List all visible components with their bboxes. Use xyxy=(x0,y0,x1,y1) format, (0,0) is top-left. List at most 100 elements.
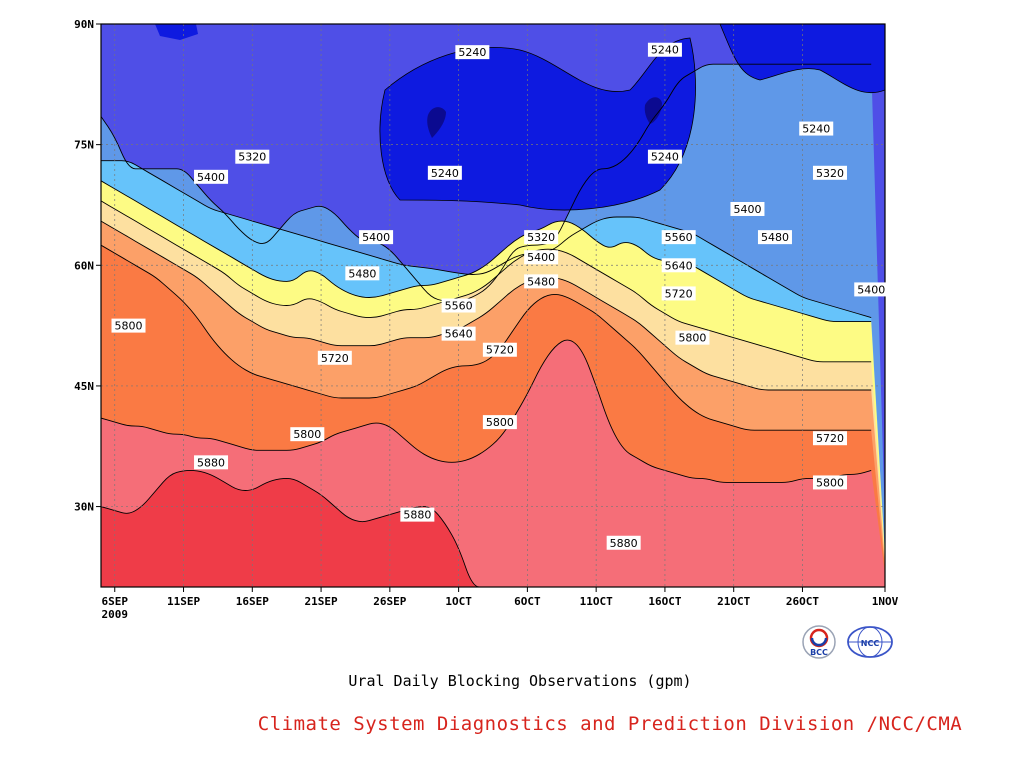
contour-label-5400: 5400 xyxy=(854,282,889,297)
contour-label-text: 5400 xyxy=(362,231,390,244)
fill-below-5160-core xyxy=(427,107,446,138)
contour-label-5320: 5320 xyxy=(524,230,559,245)
contour-label-bg xyxy=(675,330,710,345)
contour-label-text: 5240 xyxy=(802,123,830,136)
contour-label-5480: 5480 xyxy=(524,274,559,289)
contour-label-bg xyxy=(441,326,476,341)
contour-label-bg xyxy=(524,274,559,289)
contour-line-5560 xyxy=(101,200,872,363)
contour-label-text: 5240 xyxy=(651,44,679,57)
contour-label-bg xyxy=(799,121,834,136)
contour-label-5800: 5800 xyxy=(812,475,847,490)
contour-label-5320: 5320 xyxy=(812,165,847,180)
contour-label-text: 5320 xyxy=(238,151,266,164)
contour-label-text: 5560 xyxy=(445,300,473,313)
bcc-logo: BCC xyxy=(801,624,837,660)
contour-label-5400: 5400 xyxy=(524,250,559,265)
x-tick-label: 1OCT xyxy=(445,595,472,608)
contour-label-text: 5240 xyxy=(431,167,459,180)
contour-label-bg xyxy=(345,266,380,281)
contour-label-text: 5800 xyxy=(293,428,321,441)
plot-frame xyxy=(100,23,886,588)
x-tick-label: 26SEP xyxy=(373,595,406,608)
contour-label-text: 5320 xyxy=(527,231,555,244)
fill-below-5160-core-east xyxy=(644,97,662,124)
contour-label-5240: 5240 xyxy=(799,121,834,136)
contour-label-5480: 5480 xyxy=(757,230,792,245)
contour-label-text: 5480 xyxy=(348,267,376,280)
contour-label-bg xyxy=(524,250,559,265)
contour-line-5480 xyxy=(101,180,872,323)
contour-label-text: 5240 xyxy=(458,46,486,59)
contour-label-text: 5720 xyxy=(321,352,349,365)
x-tick-label: 16OCT xyxy=(648,595,681,608)
contour-label-text: 5880 xyxy=(197,456,225,469)
x-tick-label: 11SEP xyxy=(167,595,200,608)
x-tick-label: 16SEP xyxy=(236,595,269,608)
contour-label-bg xyxy=(661,258,696,273)
y-tick-label: 90N xyxy=(74,18,94,31)
x-tick-label: 6SEP xyxy=(102,595,129,608)
contour-label-5240: 5240 xyxy=(427,165,462,180)
contour-label-bg xyxy=(812,475,847,490)
contour-label-bg xyxy=(730,201,765,216)
contour-label-text: 5240 xyxy=(651,151,679,164)
contour-label-5720: 5720 xyxy=(482,342,517,357)
contour-label-text: 5880 xyxy=(403,509,431,522)
contour-label-text: 5800 xyxy=(486,416,514,429)
contour-label-bg xyxy=(441,298,476,313)
y-tick-label: 60N xyxy=(74,259,94,272)
contour-label-text: 5720 xyxy=(665,287,693,300)
ncc-logo-text: NCC xyxy=(861,639,880,648)
contour-line-5400 xyxy=(101,160,872,319)
fill-band-5880-5960 xyxy=(101,470,872,587)
contour-label-5640: 5640 xyxy=(441,326,476,341)
bcc-logo-text: BCC xyxy=(810,648,828,657)
contour-label-bg xyxy=(317,350,352,365)
contour-label-bg xyxy=(812,165,847,180)
contour-label-5560: 5560 xyxy=(661,230,696,245)
contour-label-5400: 5400 xyxy=(194,169,229,184)
contour-label-bg xyxy=(400,507,435,522)
contour-label-bg xyxy=(455,45,490,60)
contour-label-bg xyxy=(647,42,682,57)
contour-label-5240: 5240 xyxy=(647,42,682,57)
y-tick-label: 75N xyxy=(74,139,94,152)
contour-label-text: 5400 xyxy=(733,203,761,216)
contour-label-bg xyxy=(427,165,462,180)
contour-label-bg xyxy=(854,282,889,297)
contour-label-bg xyxy=(359,230,394,245)
contour-label-text: 5800 xyxy=(115,320,143,333)
contour-label-text: 5400 xyxy=(197,171,225,184)
contour-label-text: 5480 xyxy=(761,231,789,244)
contour-label-bg xyxy=(194,455,229,470)
contour-label-bg xyxy=(647,149,682,164)
contour-label-bg xyxy=(194,169,229,184)
contour-label-5800: 5800 xyxy=(482,415,517,430)
contour-lines xyxy=(101,63,872,587)
contour-line-5320 xyxy=(101,63,872,302)
contour-label-5320: 5320 xyxy=(235,149,270,164)
contour-label-text: 5720 xyxy=(486,344,514,357)
contour-label-bg xyxy=(111,318,146,333)
contour-label-text: 5480 xyxy=(527,275,555,288)
contour-label-bg xyxy=(661,230,696,245)
credit-line: Climate System Diagnostics and Predictio… xyxy=(257,713,963,735)
contour-line-5720 xyxy=(101,244,872,431)
contour-label-5800: 5800 xyxy=(111,318,146,333)
contour-label-bg xyxy=(606,535,641,550)
contour-label-bg xyxy=(482,342,517,357)
contour-label-5880: 5880 xyxy=(194,455,229,470)
contour-label-text: 5560 xyxy=(665,231,693,244)
contour-label-5720: 5720 xyxy=(661,286,696,301)
x-tick-label: 21OCT xyxy=(717,595,750,608)
ncc-logo: NCC xyxy=(846,624,894,660)
contour-line-5880 xyxy=(101,469,872,587)
contour-label-bg xyxy=(235,149,270,164)
contour-label-bg xyxy=(661,286,696,301)
contour-label-text: 5320 xyxy=(816,167,844,180)
contour-label-text: 5880 xyxy=(610,537,638,550)
contour-label-text: 5640 xyxy=(665,259,693,272)
contour-labels: 5240 5240 5240 5240 5240 5320 5320 5320 5400 5400… xyxy=(111,42,889,550)
